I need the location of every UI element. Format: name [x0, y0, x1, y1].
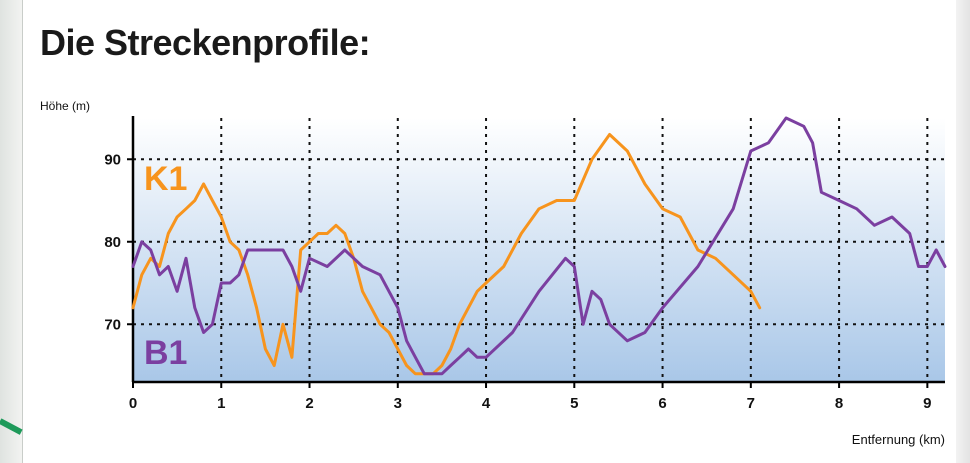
- x-tick-label: 1: [217, 395, 225, 412]
- y-axis-label: Höhe (m): [40, 99, 90, 113]
- x-axis-label: Entfernung (km): [852, 432, 945, 447]
- series-line-k1: [131, 133, 762, 376]
- page-title: Die Streckenprofile:: [40, 22, 371, 63]
- x-tick-label: 4: [482, 395, 491, 412]
- background-map-strip: [0, 0, 23, 463]
- x-tick-label: 7: [747, 395, 755, 412]
- chart-labels: Höhe (m) Entfernung (km) K1 B1: [40, 99, 945, 447]
- series-label-k1: K1: [144, 160, 187, 198]
- x-tick-label: 3: [394, 395, 402, 412]
- x-tick-label: 9: [923, 395, 931, 412]
- x-tick-label: 6: [658, 395, 666, 412]
- axes: 0 1 2 3 4 5 6 7 8 9 70 80 90: [104, 116, 945, 412]
- series-lines: [131, 116, 947, 376]
- x-tick-label: 5: [570, 395, 578, 412]
- page-edge-shadow: [956, 0, 970, 463]
- series-line-b1: [131, 116, 947, 376]
- series-label-b1: B1: [144, 334, 187, 372]
- x-tick-label: 8: [835, 395, 843, 412]
- y-tick-label: 90: [104, 151, 121, 168]
- y-tick-label: 80: [104, 234, 121, 251]
- x-tick-label: 0: [129, 395, 137, 412]
- x-tick-label: 2: [305, 395, 313, 412]
- y-tick-label: 70: [104, 316, 121, 333]
